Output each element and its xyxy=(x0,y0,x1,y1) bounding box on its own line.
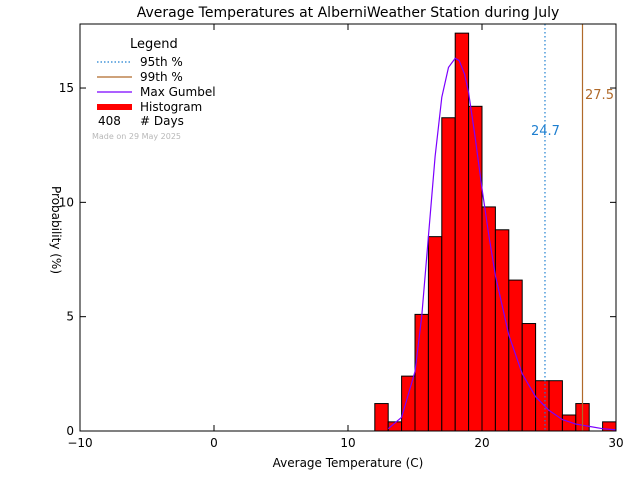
y-axis-label: Probability (%) xyxy=(49,186,63,274)
legend: Legend 95th % 99th % Max Gumbel Histogra… xyxy=(92,37,216,141)
histogram-bar xyxy=(494,229,510,432)
y-tick-label: 10 xyxy=(59,195,74,209)
y-tick-label: 0 xyxy=(66,424,74,438)
x-tick-label: 30 xyxy=(608,436,623,450)
x-tick-label: 0 xyxy=(210,436,218,450)
histogram-bar xyxy=(535,380,550,432)
percentile-95-label: 24.7 xyxy=(531,124,560,139)
histogram-bar xyxy=(454,32,470,432)
legend-days-count: 408 xyxy=(98,114,121,128)
gumbel-curve xyxy=(387,57,617,431)
histogram-bar xyxy=(401,375,416,432)
legend-label-gumbel: Max Gumbel xyxy=(140,85,216,99)
legend-title: Legend xyxy=(130,37,178,52)
chart-title: Average Temperatures at AlberniWeather S… xyxy=(137,5,560,21)
histogram-bar xyxy=(427,236,443,432)
legend-label-95th: 95th % xyxy=(140,55,183,69)
x-tick-label: −10 xyxy=(67,436,92,450)
percentile-99-label: 27.5 xyxy=(585,88,614,103)
x-tick-label: 20 xyxy=(474,436,489,450)
histogram-bar xyxy=(548,380,563,432)
x-axis-label: Average Temperature (C) xyxy=(273,456,424,470)
x-tick-label: 10 xyxy=(340,436,355,450)
histogram-bar xyxy=(374,403,389,432)
histogram-bar xyxy=(441,117,456,432)
histogram-bar xyxy=(481,206,496,432)
histogram-bar xyxy=(468,105,483,432)
made-on-note: Made on 29 May 2025 xyxy=(92,132,181,141)
y-tick-label: 15 xyxy=(59,81,74,95)
legend-days-label: # Days xyxy=(140,114,184,128)
histogram-bar xyxy=(414,313,429,432)
legend-label-99th: 99th % xyxy=(140,70,183,84)
legend-label-histogram: Histogram xyxy=(140,100,202,114)
y-tick-label: 5 xyxy=(66,310,74,324)
